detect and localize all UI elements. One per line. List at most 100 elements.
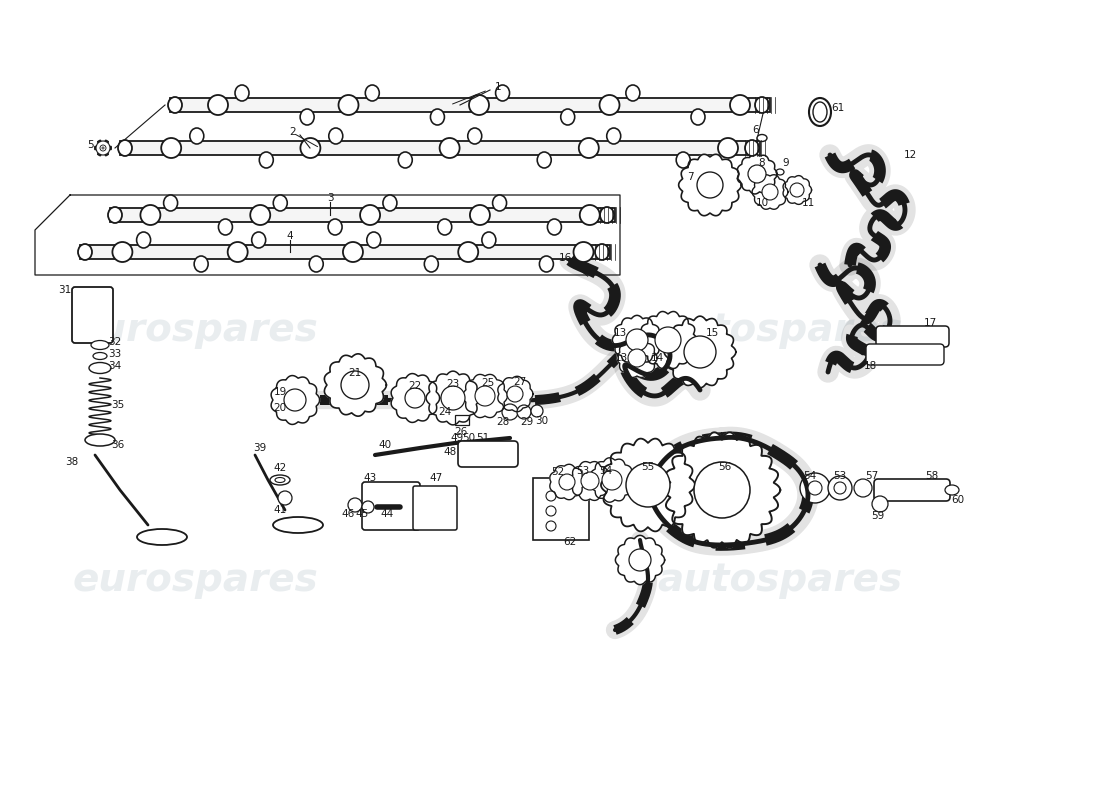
Ellipse shape [745, 140, 759, 156]
Text: 20: 20 [274, 403, 287, 413]
Ellipse shape [329, 128, 343, 144]
Text: 53: 53 [576, 466, 590, 476]
Ellipse shape [579, 138, 598, 158]
Polygon shape [271, 375, 320, 425]
Ellipse shape [235, 85, 249, 101]
Ellipse shape [136, 232, 151, 248]
Text: 22: 22 [408, 381, 421, 391]
Ellipse shape [252, 232, 266, 248]
Ellipse shape [718, 138, 738, 158]
Ellipse shape [945, 485, 959, 495]
Text: 10: 10 [756, 198, 769, 208]
Circle shape [517, 405, 531, 419]
Text: 49: 49 [450, 433, 463, 443]
Circle shape [475, 386, 495, 406]
FancyBboxPatch shape [362, 482, 420, 530]
Ellipse shape [482, 232, 496, 248]
FancyBboxPatch shape [458, 441, 518, 467]
Polygon shape [570, 462, 611, 501]
Text: 11: 11 [802, 198, 815, 208]
Ellipse shape [730, 95, 750, 115]
Circle shape [684, 336, 716, 368]
Circle shape [507, 386, 522, 402]
Polygon shape [613, 315, 661, 365]
Text: 38: 38 [65, 457, 78, 467]
Ellipse shape [300, 109, 315, 125]
Polygon shape [98, 154, 101, 156]
Text: 5: 5 [88, 140, 95, 150]
Ellipse shape [365, 85, 380, 101]
Circle shape [828, 476, 852, 500]
Text: 26: 26 [454, 427, 467, 437]
Text: 60: 60 [952, 495, 965, 505]
Circle shape [502, 404, 518, 420]
Ellipse shape [607, 128, 620, 144]
Circle shape [100, 145, 106, 151]
Text: 31: 31 [58, 285, 72, 295]
Ellipse shape [168, 97, 182, 113]
Ellipse shape [162, 138, 182, 158]
Polygon shape [463, 374, 507, 418]
FancyBboxPatch shape [876, 326, 949, 347]
Text: 59: 59 [871, 511, 884, 521]
Ellipse shape [580, 205, 600, 225]
Circle shape [341, 371, 368, 399]
FancyBboxPatch shape [72, 287, 113, 343]
Text: eurospares: eurospares [73, 561, 318, 599]
Ellipse shape [164, 195, 177, 211]
Ellipse shape [691, 109, 705, 125]
Ellipse shape [676, 152, 690, 168]
Ellipse shape [300, 138, 320, 158]
Ellipse shape [808, 98, 830, 126]
Text: 4: 4 [287, 231, 294, 241]
Text: 9: 9 [783, 158, 790, 168]
Polygon shape [679, 154, 741, 216]
Circle shape [697, 172, 723, 198]
Ellipse shape [430, 109, 444, 125]
Circle shape [790, 183, 804, 197]
Text: 36: 36 [111, 440, 124, 450]
Ellipse shape [755, 97, 769, 113]
Text: 8: 8 [759, 158, 766, 168]
Ellipse shape [138, 529, 187, 545]
Bar [80, 245, 610, 259]
Text: 41: 41 [274, 505, 287, 515]
Text: 33: 33 [109, 349, 122, 359]
Ellipse shape [776, 169, 784, 175]
Text: 40: 40 [378, 440, 392, 450]
Text: autospares: autospares [658, 561, 903, 599]
FancyBboxPatch shape [874, 479, 950, 501]
Text: 3: 3 [327, 193, 333, 203]
FancyBboxPatch shape [534, 478, 588, 540]
Ellipse shape [250, 205, 271, 225]
Polygon shape [601, 438, 695, 531]
Ellipse shape [600, 95, 619, 115]
Ellipse shape [108, 207, 122, 223]
Ellipse shape [273, 195, 287, 211]
Ellipse shape [813, 102, 827, 122]
Circle shape [546, 521, 556, 531]
Polygon shape [737, 154, 778, 194]
Polygon shape [591, 458, 635, 502]
Polygon shape [615, 535, 664, 585]
Text: 48: 48 [443, 447, 456, 457]
Ellipse shape [89, 362, 111, 374]
Text: 56: 56 [718, 462, 732, 472]
Polygon shape [498, 376, 532, 412]
Text: 47: 47 [429, 473, 442, 483]
Text: 2: 2 [289, 127, 296, 137]
Bar [170, 98, 770, 112]
Text: 6: 6 [752, 125, 759, 135]
Text: 29: 29 [520, 417, 534, 427]
Text: 28: 28 [496, 417, 509, 427]
Ellipse shape [537, 152, 551, 168]
Circle shape [546, 491, 556, 501]
Polygon shape [426, 371, 480, 425]
Text: autospares: autospares [658, 311, 903, 349]
Text: 15: 15 [705, 328, 718, 338]
Text: 42: 42 [274, 463, 287, 473]
Text: 14: 14 [650, 353, 663, 363]
Bar [110, 208, 615, 222]
Ellipse shape [561, 109, 574, 125]
Circle shape [694, 462, 750, 518]
